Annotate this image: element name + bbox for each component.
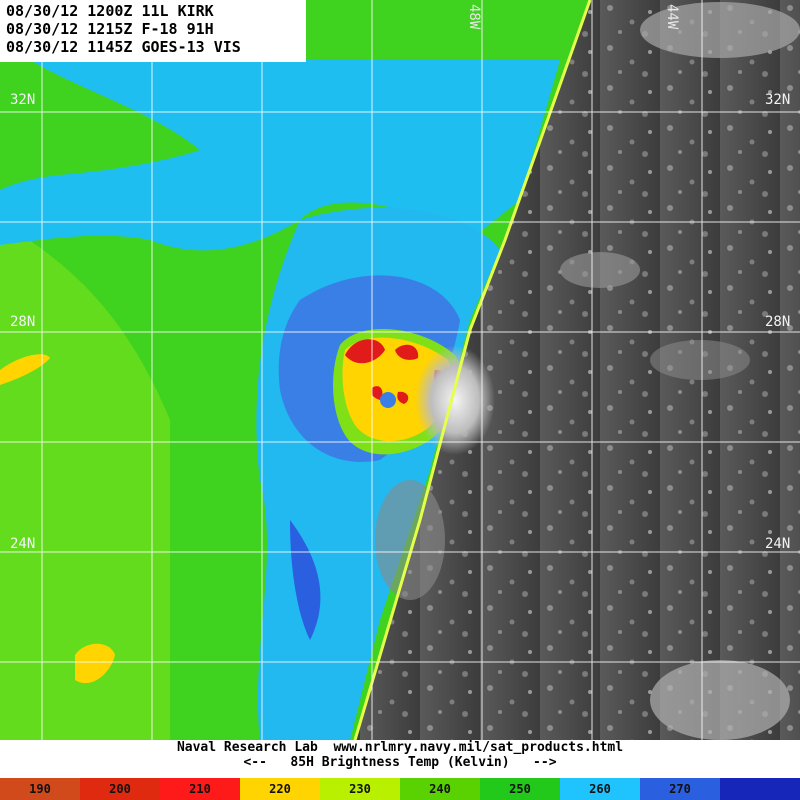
lon-label-48w: 48W: [466, 4, 482, 30]
storm-blue-streak: [290, 520, 321, 640]
header-line-storm: 08/30/12 1200Z 11L KIRK: [6, 2, 214, 20]
cloud-band-south: [375, 480, 445, 600]
lat-lon-grid: [0, 0, 800, 740]
lat-label-32n-left: 32N: [10, 92, 36, 108]
yellow-patch-west: [0, 354, 50, 385]
footer-source: Naval Research Lab www.nrlmry.navy.mil/s…: [176, 740, 624, 755]
swath-edge-line: [353, 0, 592, 740]
cloud-cluster-northeast: [640, 2, 800, 58]
lon-label-44w: 44W: [664, 4, 680, 30]
colorbar-segment: [720, 778, 800, 800]
lat-label-32n-right: 32N: [765, 92, 791, 108]
cloud-patch-2: [650, 340, 750, 380]
lat-label-24n-right: 24N: [765, 536, 791, 552]
header-line-microwave: 08/30/12 1215Z F-18 91H: [6, 20, 214, 38]
visible-image-region: [355, 0, 800, 740]
storm-eye: [380, 392, 396, 408]
colorbar-segment: 220: [240, 778, 320, 800]
lat-label-28n-left: 28N: [10, 314, 36, 330]
convective-core-2: [395, 344, 419, 360]
colorbar-segment: 250: [480, 778, 560, 800]
storm-bright-cloud: [415, 345, 495, 455]
colorbar-segment: 270: [640, 778, 720, 800]
footer-legend-title: <-- 85H Brightness Temp (Kelvin) -->: [243, 755, 557, 770]
lat-label-24n-left: 24N: [10, 536, 36, 552]
yellow-patch-southwest: [75, 643, 115, 684]
satellite-map: [0, 0, 800, 740]
convective-core-1: [345, 339, 385, 364]
colorbar-segment: 210: [160, 778, 240, 800]
cloud-patch-1: [560, 252, 640, 288]
colorbar-legend: 190 200 210 220 230 240 250 260 270: [0, 778, 800, 800]
colorbar-segment: 190: [0, 778, 80, 800]
footer-caption: Naval Research Lab www.nrlmry.navy.mil/s…: [0, 740, 800, 778]
colorbar-segment: 200: [80, 778, 160, 800]
header-line-visible: 08/30/12 1145Z GOES-13 VIS: [6, 38, 241, 56]
microwave-cyan-band: [0, 60, 560, 251]
colorbar-segment: 240: [400, 778, 480, 800]
lat-label-28n-right: 28N: [765, 314, 791, 330]
microwave-green-band: [0, 60, 200, 190]
colorbar-segment: 260: [560, 778, 640, 800]
convective-core-4: [371, 386, 383, 400]
colorbar-segment: 230: [320, 778, 400, 800]
cloud-cluster-southeast: [650, 660, 790, 740]
image-info-header: 08/30/12 1200Z 11L KIRK 08/30/12 1215Z F…: [0, 0, 306, 62]
convective-core-5: [397, 391, 409, 404]
